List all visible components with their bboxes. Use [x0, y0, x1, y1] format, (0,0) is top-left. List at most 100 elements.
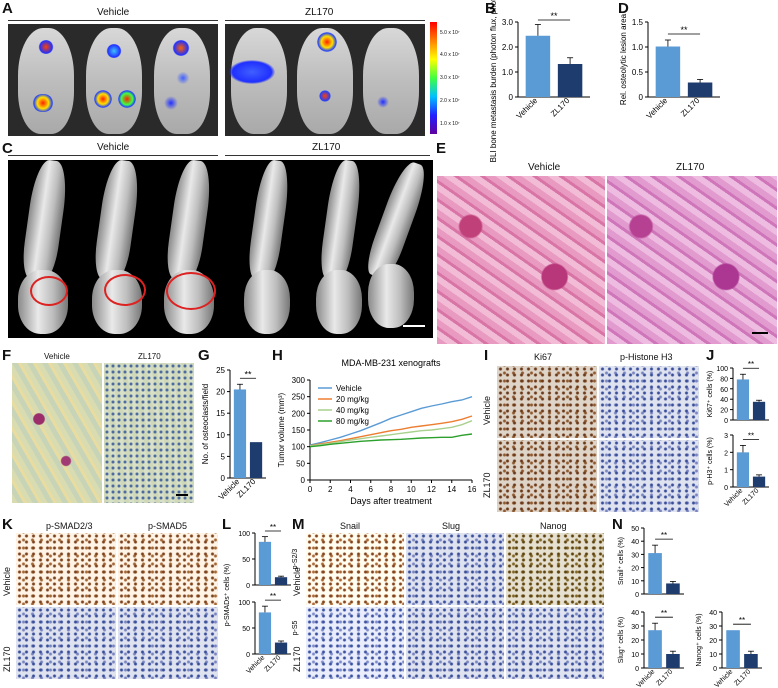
panel-label-k: K: [2, 516, 13, 533]
g-ytick-label: 15: [216, 409, 225, 418]
g-ytick-label: 10: [216, 431, 225, 440]
n-slug-bar-1: [666, 654, 680, 668]
panel-label-b: B: [485, 0, 496, 17]
f-scale-bar: [176, 494, 188, 496]
n-nanog-bar-1: [744, 654, 758, 668]
d-sig-mark: **: [680, 25, 688, 35]
h-xtick-label: 6: [369, 485, 374, 494]
h-series-line-1: [309, 415, 473, 447]
h-series-line-3: [309, 433, 473, 448]
e-zl170-label: ZL170: [676, 162, 705, 173]
g-ytick-label: 5: [221, 452, 226, 461]
g-ytick-label: 20: [216, 388, 225, 397]
panel-label-f: F: [2, 347, 12, 364]
l-bottom-bar-0: [258, 612, 272, 654]
l-bottom-ytick-label: 50: [242, 626, 250, 633]
ihc-psmad5-vehicle: [118, 533, 218, 605]
n-snail-ytick-label: 20: [631, 566, 639, 573]
panel-label-h: H: [272, 347, 283, 364]
d-xtick-label: ZL170: [679, 96, 702, 119]
g-ytick-label: 25: [216, 366, 225, 375]
n-slug-bar-0: [648, 630, 662, 668]
ihc-psmad23-vehicle: [16, 533, 116, 605]
ihc-ph3-vehicle: [599, 366, 699, 438]
a-zl170-bracket: [225, 20, 425, 21]
h-ytick-label: 100: [292, 443, 306, 452]
j-top-ytick-label: 100: [716, 366, 728, 373]
l-bottom-xtick-label: ZL170: [263, 654, 282, 673]
l-bottom-ytick-label: 0: [246, 652, 250, 659]
h-series-line-2: [309, 420, 473, 447]
h-xtick-label: 8: [389, 485, 394, 494]
n-nanog-sig-mark: **: [739, 616, 745, 625]
h-legend-label-0: Vehicle: [336, 384, 362, 393]
l-bottom-xtick-label: Vehicle: [245, 654, 266, 675]
panel-label-e: E: [436, 140, 447, 157]
n-nanog-ytick-label: 30: [709, 624, 717, 631]
h-xtick-label: 12: [427, 485, 436, 494]
m-stain-nanog: Nanog: [540, 521, 567, 531]
h-xtick-label: 10: [407, 485, 416, 494]
microct-images: [8, 160, 433, 338]
n-snail-sig-mark: **: [661, 531, 667, 540]
d-ylabel: Rel. osteolytic lesion area: [619, 13, 628, 105]
j-bottom-bar-0: [736, 452, 750, 487]
n-snail-ytick-label: 0: [635, 592, 639, 599]
h-xtick-label: 16: [468, 485, 477, 494]
h-legend-label-3: 80 mg/kg: [336, 417, 369, 426]
k-row-zl170: ZL170: [2, 646, 12, 672]
ihc-snail-vehicle: [306, 533, 404, 605]
j-top-bar-1: [752, 401, 766, 420]
n-slug-ytick-label: 10: [631, 652, 639, 659]
n-nanog-bar-0: [726, 630, 740, 668]
n-snail-ytick-label: 50: [631, 526, 639, 533]
b-ytick-label: 3.0: [502, 18, 514, 27]
panel-label-i: I: [484, 347, 489, 364]
colorbar-tick-4: 2.0 x 10⁷: [440, 98, 460, 104]
panel-label-n: N: [612, 516, 623, 533]
g-xtick-label: Vehicle: [217, 477, 242, 502]
ihc-psmad5-zl170: [118, 607, 218, 679]
c-zl170-bracket: [225, 155, 430, 156]
a-vehicle-label: Vehicle: [97, 7, 130, 18]
a-vehicle-bracket: [8, 20, 218, 21]
n-slug-ytick-label: 0: [635, 666, 639, 673]
d-ytick-label: 0: [639, 93, 644, 102]
bli-image-vehicle: [8, 24, 218, 136]
l-bottom-bar-1: [274, 642, 288, 654]
j-top-ylabel: Ki67⁺ cells (%): [707, 371, 714, 417]
i-row-vehicle: Vehicle: [482, 395, 492, 425]
h-xlabel: Days after treatment: [350, 496, 432, 506]
colorbar-tick-2: 4.0 x 10⁷: [440, 52, 460, 58]
b-xtick-label: ZL170: [549, 96, 572, 119]
c-vehicle-label: Vehicle: [97, 142, 130, 153]
j-bottom-xtick-label: ZL170: [741, 487, 760, 506]
ihc-slug-vehicle: [406, 533, 504, 605]
m-row-vehicle: Vehicle: [292, 566, 302, 596]
h-xtick-label: 4: [348, 485, 353, 494]
n-snail-ylabel: Snail⁺ cells (%): [618, 537, 625, 585]
bli-colorbar: [430, 22, 437, 134]
k-stain-psmad23: p-SMAD2/3: [46, 521, 93, 531]
j-top-ytick-label: 80: [720, 376, 728, 383]
d-bar-0: [655, 46, 681, 97]
ihc-snail-zl170: [306, 607, 404, 679]
n-slug-xtick-label: Vehicle: [636, 668, 657, 688]
n-slug-ytick-label: 40: [631, 610, 639, 617]
n-snail-ytick-label: 30: [631, 552, 639, 559]
h-title: MDA-MB-231 xenografts: [341, 358, 441, 368]
n-nanog-ytick-label: 20: [709, 638, 717, 645]
l-bottom-ytick-label: 100: [238, 600, 250, 607]
panel-label-j: J: [706, 347, 715, 364]
n-slug-ylabel: Slug⁺ cells (%): [618, 617, 625, 663]
h-xtick-label: 14: [447, 485, 456, 494]
panel-label-a: A: [2, 0, 13, 17]
panel-label-m: M: [292, 516, 305, 533]
j-bottom-ytick-label: 1: [724, 468, 728, 475]
h-ytick-label: 150: [292, 426, 306, 435]
h-ylabel: Tumor volume (mm³): [277, 392, 286, 467]
n-slug-sig-mark: **: [661, 609, 667, 618]
j-top-ytick-label: 20: [720, 408, 728, 415]
n-nanog-ytick-label: 0: [713, 666, 717, 673]
c-vehicle-bracket: [8, 155, 218, 156]
